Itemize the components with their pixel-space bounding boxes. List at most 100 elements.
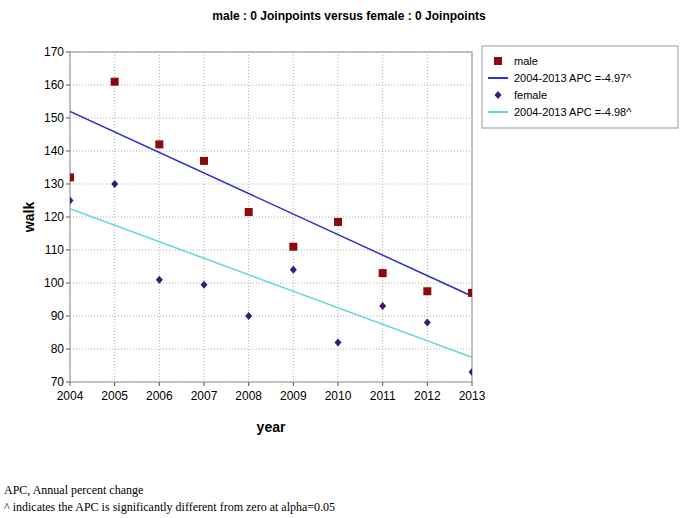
background xyxy=(0,0,698,518)
tick xyxy=(66,52,70,53)
tick xyxy=(427,382,428,386)
tick xyxy=(159,382,160,386)
data-point xyxy=(289,243,297,251)
y-tick-label: 120 xyxy=(44,210,64,224)
y-tick-label: 140 xyxy=(44,144,64,158)
x-tick-label: 2008 xyxy=(235,389,262,403)
tick xyxy=(66,283,70,284)
legend-swatch xyxy=(495,91,502,99)
tick xyxy=(66,184,70,185)
data-point xyxy=(155,140,163,148)
grid-line xyxy=(70,118,472,119)
y-tick-label: 100 xyxy=(44,276,64,290)
tick xyxy=(248,382,249,386)
fit-line xyxy=(70,209,472,358)
y-tick-label: 110 xyxy=(45,243,64,257)
grid-line xyxy=(293,52,294,382)
footnote: APC, Annual percent change xyxy=(4,483,143,497)
grid-line xyxy=(248,52,249,382)
x-axis-label: year xyxy=(257,419,286,435)
legend-label: male xyxy=(514,55,538,67)
data-point xyxy=(469,368,473,376)
plot-frame xyxy=(70,52,472,382)
data-point xyxy=(379,302,386,310)
tick xyxy=(70,382,71,386)
legend-swatch xyxy=(488,77,508,79)
y-tick-label: 130 xyxy=(44,177,64,191)
y-tick-label: 80 xyxy=(51,342,65,356)
data-point xyxy=(379,269,387,277)
grid-line xyxy=(338,52,339,382)
y-axis-label: walk xyxy=(21,202,37,234)
data-point xyxy=(70,173,74,181)
tick xyxy=(204,382,205,386)
grid-line xyxy=(159,52,160,382)
x-tick-label: 2010 xyxy=(325,389,352,403)
tick xyxy=(66,316,70,317)
x-tick-label: 2012 xyxy=(414,389,441,403)
x-tick-label: 2005 xyxy=(101,389,128,403)
grid-line xyxy=(70,382,472,383)
grid-line xyxy=(70,349,472,350)
grid-line xyxy=(70,151,472,152)
grid-line xyxy=(382,52,383,382)
y-tick-label: 170 xyxy=(44,45,64,59)
tick xyxy=(66,217,70,218)
tick xyxy=(66,250,70,251)
grid-line xyxy=(204,52,205,382)
y-tick-label: 150 xyxy=(44,111,64,125)
tick xyxy=(66,382,70,383)
tick xyxy=(114,382,115,386)
data-point xyxy=(111,180,118,188)
legend-label: 2004-2013 APC =-4.98^ xyxy=(514,106,632,118)
data-point xyxy=(245,312,252,320)
tick xyxy=(66,349,70,350)
y-tick-label: 90 xyxy=(51,309,65,323)
footnote: ^ indicates the APC is significantly dif… xyxy=(4,500,335,514)
legend-swatch xyxy=(494,57,502,65)
tick xyxy=(293,382,294,386)
tick xyxy=(382,382,383,386)
data-point xyxy=(468,289,472,297)
legend-swatch xyxy=(488,111,508,113)
data-point xyxy=(335,338,342,346)
x-tick-label: 2006 xyxy=(146,389,173,403)
data-point xyxy=(290,266,297,274)
tick xyxy=(472,382,473,386)
grid-line xyxy=(70,52,472,53)
grid-line xyxy=(472,52,473,382)
grid-line xyxy=(70,316,472,317)
tick xyxy=(338,382,339,386)
tick xyxy=(66,118,70,119)
x-tick-label: 2009 xyxy=(280,389,307,403)
data-point xyxy=(156,276,163,284)
legend-label: 2004-2013 APC =-4.97^ xyxy=(514,72,632,84)
grid-line xyxy=(114,52,115,382)
plot-data xyxy=(70,78,472,376)
legend-label: female xyxy=(514,89,547,101)
legend-box xyxy=(482,46,678,128)
data-point xyxy=(424,319,431,327)
x-tick-label: 2011 xyxy=(370,389,396,403)
grid-line xyxy=(70,85,472,86)
x-tick-label: 2013 xyxy=(459,389,486,403)
grid-line xyxy=(70,250,472,251)
y-tick-label: 70 xyxy=(51,375,65,389)
data-point xyxy=(423,287,431,295)
y-tick-label: 160 xyxy=(44,78,64,92)
grid-line xyxy=(427,52,428,382)
data-point xyxy=(201,281,208,289)
data-point xyxy=(334,218,342,226)
chart: male : 0 Joinpoints versus female : 0 Jo… xyxy=(0,0,698,518)
data-point xyxy=(200,157,208,165)
x-tick-label: 2007 xyxy=(191,389,218,403)
tick xyxy=(66,85,70,86)
title: male : 0 Joinpoints versus female : 0 Jo… xyxy=(212,9,486,23)
grid-line xyxy=(70,217,472,218)
data-point xyxy=(70,197,74,205)
grid-line xyxy=(70,52,71,382)
data-point xyxy=(245,208,253,216)
fit-line xyxy=(70,111,472,296)
grid-line xyxy=(70,184,472,185)
tick xyxy=(66,151,70,152)
